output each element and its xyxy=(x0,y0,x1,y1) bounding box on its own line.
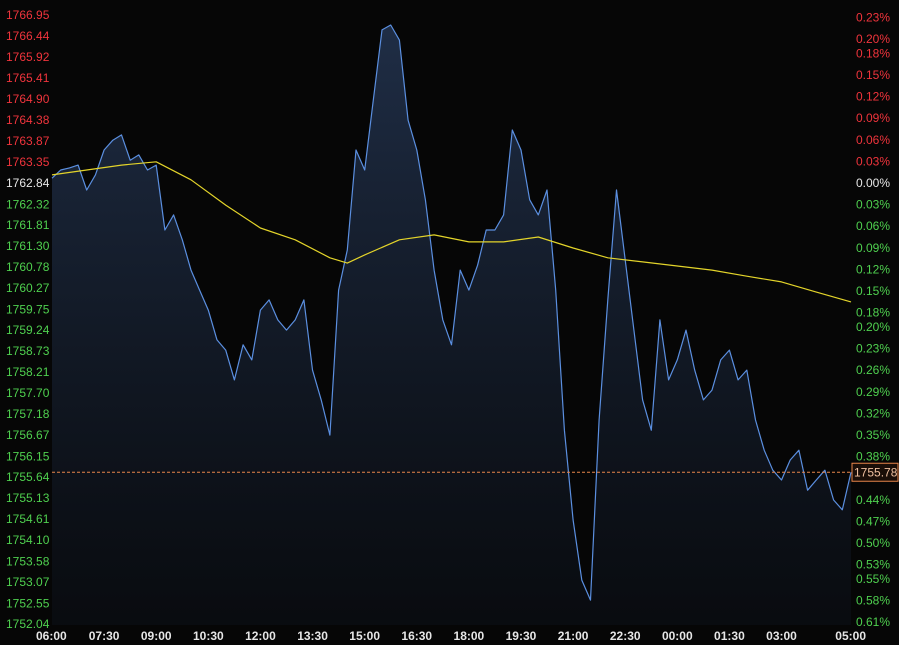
x-tick-label: 05:00 xyxy=(835,629,866,643)
y2-tick-label: 0.58% xyxy=(856,594,890,608)
y-tick-label: 1754.61 xyxy=(6,512,50,526)
y2-tick-label: 0.44% xyxy=(856,493,890,507)
y2-tick-label: 0.20% xyxy=(856,32,890,46)
average-line xyxy=(51,161,852,303)
y-tick-label: 1758.21 xyxy=(6,365,50,379)
y2-tick-label: 0.32% xyxy=(856,406,890,420)
y2-tick-label: 0.06% xyxy=(856,133,890,147)
y2-tick-label: 0.47% xyxy=(856,514,890,528)
y-tick-label: 1754.10 xyxy=(6,533,50,547)
y2-tick-label: 0.29% xyxy=(856,385,890,399)
price-area xyxy=(52,25,851,625)
x-tick-label: 22:30 xyxy=(610,629,641,643)
y-tick-label: 1765.41 xyxy=(6,71,50,85)
y-tick-label: 1758.73 xyxy=(6,344,50,358)
y2-tick-label: 0.12% xyxy=(856,90,890,104)
y-tick-label: 1763.35 xyxy=(6,155,50,169)
last-price-label: 1755.78 xyxy=(854,465,898,479)
y2-tick-label: 0.35% xyxy=(856,428,890,442)
y2-tick-label: 0.18% xyxy=(856,46,890,60)
last-price-box xyxy=(851,462,899,482)
y2-tick-label: 0.55% xyxy=(856,572,890,586)
y-tick-label: 1757.70 xyxy=(6,386,50,400)
y2-tick-label: 0.03% xyxy=(856,154,890,168)
y2-tick-label: 0.15% xyxy=(856,284,890,298)
y-tick-label: 1753.07 xyxy=(6,575,50,589)
x-tick-label: 07:30 xyxy=(89,629,120,643)
x-tick-label: 09:00 xyxy=(141,629,172,643)
y-tick-label: 1765.92 xyxy=(6,50,50,64)
y-tick-label: 1752.04 xyxy=(6,617,50,631)
y2-tick-label: 0.09% xyxy=(856,111,890,125)
y2-tick-label: 0.61% xyxy=(856,615,890,629)
x-tick-label: 12:00 xyxy=(245,629,276,643)
y2-tick-label: 0.00% xyxy=(856,176,890,190)
y-tick-label: 1760.27 xyxy=(6,281,50,295)
x-tick-label: 00:00 xyxy=(662,629,693,643)
x-tick-label: 13:30 xyxy=(297,629,328,643)
x-tick-label: 06:00 xyxy=(36,629,67,643)
y-tick-label: 1763.87 xyxy=(6,134,50,148)
y-tick-label: 1752.55 xyxy=(6,596,50,610)
y2-tick-label: 0.15% xyxy=(856,68,890,82)
y2-tick-label: 0.20% xyxy=(856,320,890,334)
y2-tick-label: 0.18% xyxy=(856,306,890,320)
y2-tick-label: 0.26% xyxy=(856,363,890,377)
y-tick-label: 1762.84 xyxy=(6,176,50,190)
x-tick-label: 03:00 xyxy=(766,629,797,643)
y-tick-label: 1766.95 xyxy=(6,8,50,22)
y-tick-label: 1759.24 xyxy=(6,323,50,337)
y-tick-label: 1755.64 xyxy=(6,470,50,484)
y-tick-label: 1756.67 xyxy=(6,428,50,442)
y-tick-label: 1757.18 xyxy=(6,407,50,421)
y2-tick-label: 0.23% xyxy=(856,10,890,24)
y-tick-label: 1761.81 xyxy=(6,218,50,232)
y-tick-label: 1764.38 xyxy=(6,113,50,127)
y-tick-label: 1766.44 xyxy=(6,29,50,43)
y2-tick-label: 0.50% xyxy=(856,536,890,550)
x-tick-label: 01:30 xyxy=(714,629,745,643)
x-tick-label: 15:00 xyxy=(349,629,380,643)
y-tick-label: 1760.78 xyxy=(6,260,50,274)
y2-tick-label: 0.53% xyxy=(856,558,890,572)
x-tick-label: 10:30 xyxy=(193,629,224,643)
y-tick-label: 1755.13 xyxy=(6,491,50,505)
y2-tick-label: 0.03% xyxy=(856,198,890,212)
x-tick-label: 16:30 xyxy=(401,629,432,643)
price-line xyxy=(51,24,852,601)
y2-tick-label: 0.06% xyxy=(856,219,890,233)
y-tick-label: 1759.75 xyxy=(6,302,50,316)
y-tick-label: 1756.15 xyxy=(6,449,50,463)
y-tick-label: 1761.30 xyxy=(6,239,50,253)
y2-tick-label: 0.23% xyxy=(856,342,890,356)
y-tick-label: 1762.32 xyxy=(6,197,50,211)
x-tick-label: 21:00 xyxy=(558,629,589,643)
y2-tick-label: 0.09% xyxy=(856,241,890,255)
y2-tick-label: 0.38% xyxy=(856,450,890,464)
x-tick-label: 19:30 xyxy=(506,629,537,643)
y2-tick-label: 0.12% xyxy=(856,262,890,276)
y-tick-label: 1753.58 xyxy=(6,554,50,568)
y-tick-label: 1764.90 xyxy=(6,92,50,106)
x-tick-label: 18:00 xyxy=(454,629,485,643)
